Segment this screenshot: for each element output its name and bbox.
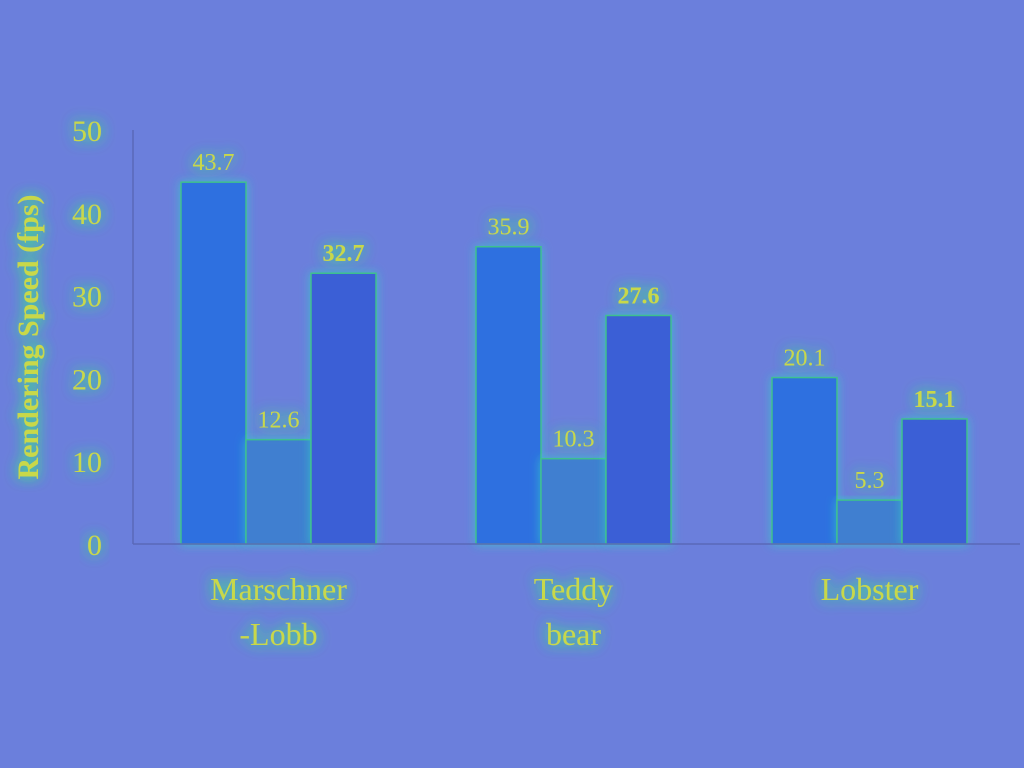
x-category-label: -Lobb: [239, 616, 317, 652]
bars-layer: [180, 181, 968, 545]
y-tick-label: 0: [87, 529, 102, 562]
x-category-label: Lobster: [821, 571, 919, 607]
bar: [310, 272, 377, 545]
y-tick-label: 20: [72, 363, 102, 396]
bar-value-label: 15.1: [914, 387, 956, 413]
bar-value-label: 35.9: [488, 215, 530, 241]
bar: [180, 181, 247, 545]
bar: [475, 245, 542, 545]
labels-layer: 0 10 20 30 40 50 43.7 12.6 32.7 Marschner -Lobb 35.…: [72, 115, 956, 652]
bar-value-label: 5.3: [855, 468, 885, 494]
x-category-label: Teddy: [534, 571, 614, 607]
y-axis-title: Rendering Speed (fps): [12, 194, 45, 479]
bar: [771, 376, 838, 545]
x-category-label: Marschner: [210, 571, 347, 607]
bar-value-label: 27.6: [618, 283, 660, 309]
bar-value-label: 12.6: [258, 408, 300, 434]
bar: [836, 499, 903, 545]
y-tick-label: 30: [72, 281, 102, 314]
bar: [605, 314, 672, 545]
bar-value-label: 10.3: [553, 427, 595, 453]
x-category-label: bear: [546, 616, 601, 652]
bar-value-label: 32.7: [323, 241, 365, 267]
bar-value-label: 43.7: [193, 150, 235, 176]
bar: [901, 418, 968, 545]
y-tick-label: 40: [72, 198, 102, 231]
bar: [540, 457, 607, 545]
y-tick-label: 50: [72, 115, 102, 148]
bar-value-label: 20.1: [784, 346, 826, 372]
y-tick-label: 10: [72, 446, 102, 479]
axes-layer: [132, 130, 1020, 545]
bar: [245, 438, 312, 545]
